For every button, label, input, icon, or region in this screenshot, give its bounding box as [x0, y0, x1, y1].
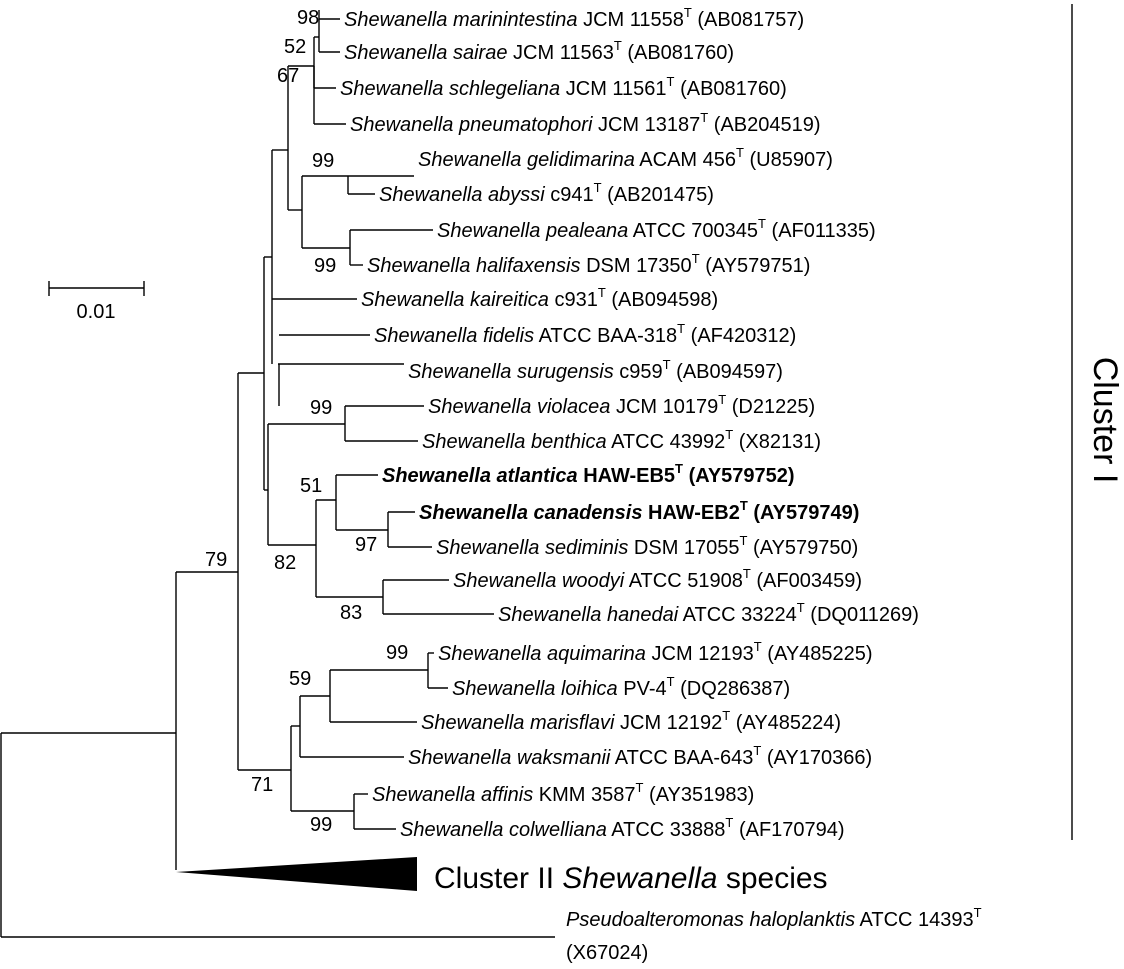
- taxon-label: Shewanella marinintestina JCM 11558T (AB…: [344, 0, 804, 31]
- bootstrap-value: 71: [251, 774, 273, 796]
- bootstrap-values: 98 52 67 99 99 99 51 97 82 83 79 99 59 71 99: [205, 7, 408, 836]
- taxon-label: Shewanella benthica ATCC 43992T (X82131): [422, 422, 821, 453]
- collapsed-clade-triangle: [176, 857, 417, 891]
- bootstrap-value: 82: [274, 552, 296, 574]
- bootstrap-value: 99: [310, 397, 332, 419]
- taxon-label: Shewanella canadensis HAW-EB2T (AY579749…: [419, 493, 859, 524]
- taxon-label: Shewanella affinis KMM 3587T (AY351983): [372, 775, 754, 806]
- taxon-label: Shewanella kaireitica c931T (AB094598): [361, 280, 718, 311]
- bootstrap-value: 67: [277, 65, 299, 87]
- bootstrap-value: 99: [310, 814, 332, 836]
- bootstrap-value: 99: [314, 255, 336, 277]
- taxon-label: Shewanella hanedai ATCC 33224T (DQ011269…: [498, 595, 919, 626]
- bootstrap-value: 52: [284, 36, 306, 58]
- taxon-label: Shewanella loihica PV-4T (DQ286387): [452, 669, 790, 700]
- taxon-label: Shewanella woodyi ATCC 51908T (AF003459): [453, 561, 862, 592]
- bootstrap-value: 97: [355, 534, 377, 556]
- taxon-label: Shewanella waksmanii ATCC BAA-643T (AY17…: [408, 738, 872, 769]
- outgroup-accession: (X67024): [566, 942, 648, 964]
- bootstrap-value: 99: [312, 150, 334, 172]
- taxon-label: Shewanella gelidimarina ACAM 456T (U8590…: [418, 140, 833, 171]
- taxon-label: Shewanella marisflavi JCM 12192T (AY4852…: [421, 703, 841, 734]
- taxon-label: Shewanella violacea JCM 10179T (D21225): [428, 387, 815, 418]
- taxon-label: Shewanella atlantica HAW-EB5T (AY579752): [382, 456, 795, 487]
- taxon-label: Shewanella abyssi c941T (AB201475): [379, 175, 714, 206]
- collapsed-clade-label: Cluster II Shewanella species: [434, 862, 828, 895]
- taxon-label: Shewanella halifaxensis DSM 17350T (AY57…: [367, 246, 810, 277]
- taxon-label: Shewanella sairae JCM 11563T (AB081760): [344, 33, 734, 64]
- taxon-label: Shewanella schlegeliana JCM 11561T (AB08…: [340, 69, 787, 100]
- bootstrap-value: 51: [300, 475, 322, 497]
- scale-bar-label: 0.01: [77, 301, 116, 323]
- cluster-label: Cluster I: [1086, 357, 1124, 484]
- taxon-labels: Shewanella marinintestina JCM 11558T (AB…: [340, 0, 919, 841]
- bootstrap-value: 79: [205, 549, 227, 571]
- bootstrap-value: 98: [297, 7, 319, 29]
- taxon-label: Shewanella pealeana ATCC 700345T (AF0113…: [437, 211, 876, 242]
- scale-bar: 0.01: [48, 281, 145, 323]
- bootstrap-value: 83: [340, 602, 362, 624]
- taxon-label: Shewanella fidelis ATCC BAA-318T (AF4203…: [374, 316, 796, 347]
- outgroup-label: Pseudoalteromonas haloplanktis ATCC 1439…: [566, 905, 982, 931]
- taxon-label: Shewanella pneumatophori JCM 13187T (AB2…: [350, 105, 821, 136]
- tree-branches: [0, 10, 555, 938]
- taxon-label: Shewanella colwelliana ATCC 33888T (AF17…: [400, 810, 845, 841]
- taxon-label: Shewanella surugensis c959T (AB094597): [408, 352, 783, 383]
- bootstrap-value: 99: [386, 642, 408, 664]
- taxon-label: Shewanella aquimarina JCM 12193T (AY4852…: [438, 634, 873, 665]
- bootstrap-value: 59: [289, 668, 311, 690]
- taxon-label: Shewanella sediminis DSM 17055T (AY57975…: [436, 528, 858, 559]
